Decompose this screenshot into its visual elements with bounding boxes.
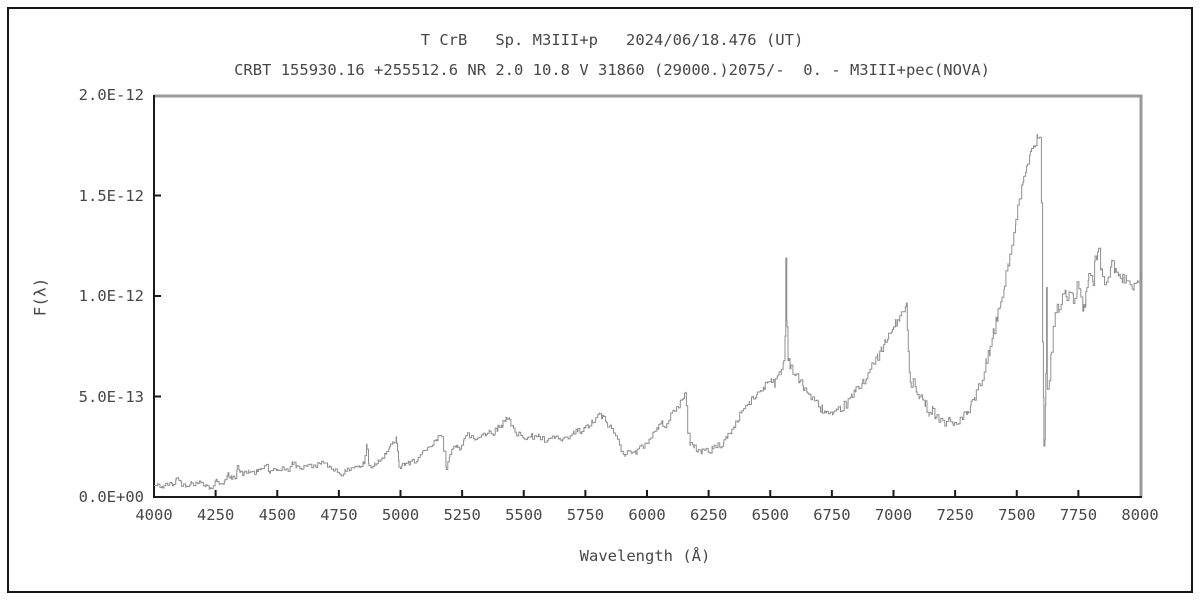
x-axis-label: Wavelength (Å)	[579, 547, 711, 565]
x-tick-label: 5500	[505, 506, 543, 524]
outer-border	[7, 7, 1193, 593]
x-tick-label: 6250	[689, 506, 728, 524]
y-tick-label: 5.0E-13	[78, 387, 144, 406]
y-tick-label: 1.0E-12	[78, 287, 144, 305]
x-tick-label: 5000	[381, 506, 420, 524]
y-axis-label: F(λ)	[30, 277, 50, 317]
x-tick-label: 7000	[874, 506, 913, 524]
x-tick-label: 4250	[196, 506, 235, 524]
y-tick-label: 2.0E-12	[78, 86, 144, 104]
y-tick-label: 0.0E+00	[78, 488, 144, 506]
x-tick-label: 5250	[443, 506, 481, 524]
x-tick-label: 4750	[320, 506, 358, 524]
axis-tick-marks	[154, 194, 1080, 497]
x-tick-label: 7250	[936, 506, 974, 524]
x-tick-label: 4000	[135, 506, 173, 524]
x-tick-label: 6500	[751, 506, 789, 524]
y-tick-label: 1.5E-12	[78, 186, 144, 205]
plot-frame-left-bottom	[153, 95, 1142, 498]
x-tick-label: 8000	[1121, 506, 1159, 524]
x-tick-label: 4500	[258, 506, 296, 524]
x-tick-label: 6000	[628, 506, 666, 524]
plot-frame-top-right	[154, 94, 1143, 497]
spectrum-line	[154, 134, 1143, 490]
x-tick-label: 7500	[998, 506, 1036, 524]
x-tick-label: 7750	[1059, 506, 1098, 524]
chart-title-line2: CRBT 155930.16 +255512.6 NR 2.0 10.8 V 3…	[234, 61, 990, 79]
chart-title-line1: T CrB Sp. M3III+p 2024/06/18.476 (UT)	[420, 31, 804, 49]
x-tick-label: 6750	[813, 506, 851, 524]
x-tick-label: 5750	[566, 506, 605, 524]
